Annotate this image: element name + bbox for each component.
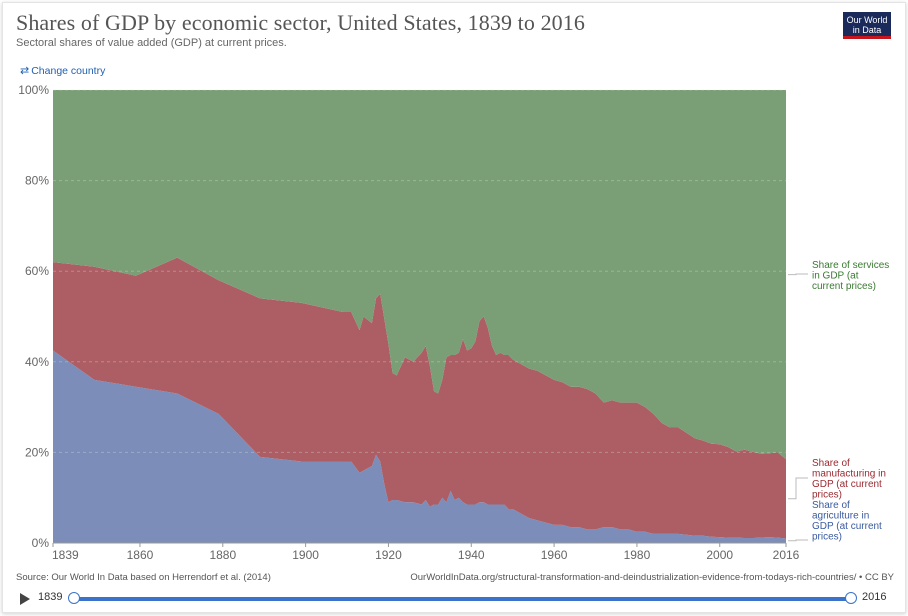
swap-arrows-icon: ⇄ — [20, 65, 30, 77]
area-services — [53, 90, 786, 460]
change-country-label: Change country — [31, 65, 106, 77]
y-tick-label: 40% — [25, 355, 49, 369]
x-tick-label: 1900 — [292, 548, 319, 562]
label-connector — [788, 539, 808, 542]
timeline-end-handle[interactable] — [845, 592, 857, 604]
label-agriculture: Share of agriculture in GDP (at current pri… — [812, 500, 882, 543]
x-tick-label: 1860 — [127, 548, 154, 562]
timeline-start-label: 1839 — [38, 591, 63, 603]
timeline-slider[interactable]: 1839 2016 — [0, 589, 908, 609]
x-tick-label: 1880 — [209, 548, 236, 562]
source-url[interactable]: OurWorldInData.org/structural-transforma… — [410, 572, 894, 583]
source-note: Source: Our World In Data based on Herre… — [16, 572, 271, 583]
x-tick-label: 1839 — [52, 548, 79, 562]
timeline-track[interactable] — [74, 597, 850, 601]
owid-logo[interactable]: Our World in Data — [843, 12, 891, 39]
area-agriculture — [53, 350, 786, 543]
label-manufacturing: Share of manufacturing in GDP (at current p… — [812, 458, 886, 501]
chart-subtitle: Sectoral shares of value added (GDP) at … — [16, 37, 287, 49]
area-chart: 0% 20% 40% 60% 80% 100% 1839 1860 1880 1900 1920 19… — [18, 83, 889, 562]
y-tick-label: 20% — [25, 445, 49, 459]
timeline-start-handle[interactable] — [68, 592, 80, 604]
x-tick-label: 2000 — [706, 548, 733, 562]
timeline-end-label: 2016 — [862, 591, 887, 603]
area-manufacturing — [53, 257, 786, 539]
y-tick-label: 60% — [25, 264, 49, 278]
y-tick-label: 80% — [25, 174, 49, 188]
x-tick-label: 1980 — [624, 548, 651, 562]
label-services: Share of services in GDP (at current price… — [812, 260, 889, 292]
x-tick-label: 1920 — [375, 548, 402, 562]
chart-title: Shares of GDP by economic sector, United… — [16, 10, 585, 35]
logo-line-2: in Data — [852, 25, 882, 35]
change-country-button[interactable]: ⇄ Change country — [20, 64, 105, 77]
logo-line-1: Our World — [846, 15, 888, 25]
label-connector — [788, 273, 808, 276]
y-tick-label: 0% — [32, 536, 50, 550]
play-icon[interactable] — [20, 593, 30, 605]
y-tick-label: 100% — [18, 83, 49, 97]
x-tick-label: 1960 — [541, 548, 568, 562]
x-tick-label: 2016 — [773, 548, 800, 562]
x-tick-label: 1940 — [458, 548, 485, 562]
label-connector — [788, 477, 808, 500]
